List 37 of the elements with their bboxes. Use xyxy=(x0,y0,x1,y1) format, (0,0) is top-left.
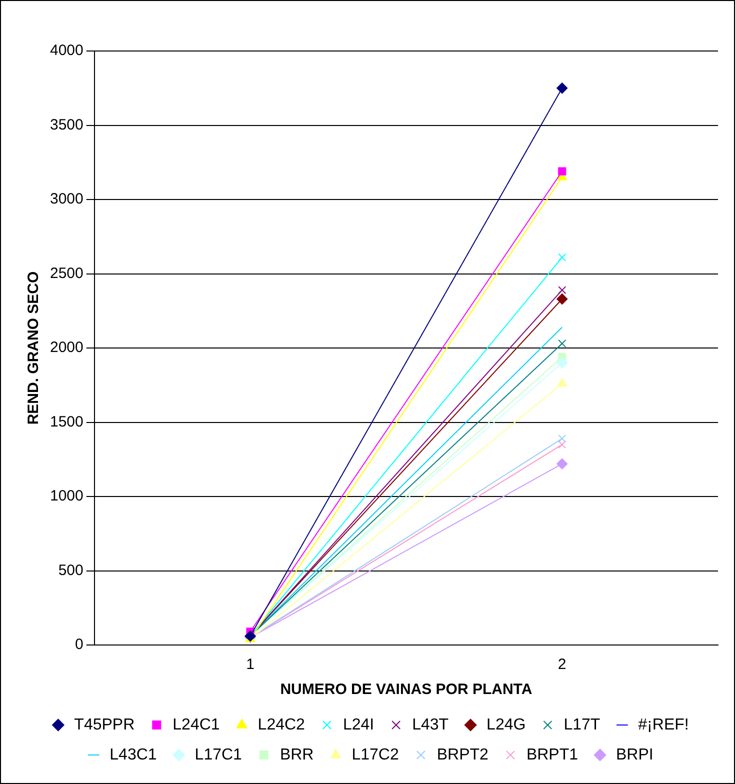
point xyxy=(556,357,568,368)
legend-label: L24C1 xyxy=(172,716,220,734)
point xyxy=(556,458,568,470)
y-tick-label: 1500 xyxy=(50,413,84,430)
legend-label: L17C2 xyxy=(352,746,399,764)
legend-label: BRR xyxy=(280,746,314,764)
y-axis-title: REND. GRANO SECO xyxy=(25,271,42,425)
legend-label: BRPI xyxy=(616,746,654,764)
point xyxy=(558,253,566,262)
legend-label: L43T xyxy=(412,716,449,734)
legend-label: L17C1 xyxy=(194,746,242,764)
legend-label: BRPT2 xyxy=(436,746,489,764)
x-tick-label: 2 xyxy=(558,656,566,674)
y-tick-label: 3500 xyxy=(50,116,84,134)
y-tick-label: 1000 xyxy=(50,488,84,505)
legend-label: L43C1 xyxy=(110,746,157,764)
y-tick-label: 500 xyxy=(58,562,84,579)
legend-label: L24G xyxy=(486,716,526,734)
x-tick-label: 1 xyxy=(246,656,254,674)
legend-label: L24C2 xyxy=(258,716,306,734)
y-tick-label: 0 xyxy=(75,636,84,654)
y-tick-label: 2500 xyxy=(50,264,84,282)
point xyxy=(558,434,566,443)
point xyxy=(556,82,568,94)
legend-label: L24I xyxy=(342,716,374,734)
legend-label: L17T xyxy=(564,716,600,734)
point xyxy=(558,286,566,294)
x-axis-title: NUMERO DE VAINAS POR PLANTA xyxy=(280,681,532,698)
y-tick-label: 2000 xyxy=(50,339,84,356)
y-tick-label: 3000 xyxy=(50,190,84,208)
legend-label: #¡REF! xyxy=(638,716,689,734)
y-tick-label: 4000 xyxy=(50,42,84,60)
point xyxy=(556,293,568,304)
point xyxy=(558,440,566,449)
legend-label: T45PPR xyxy=(74,716,135,734)
point xyxy=(558,340,566,348)
legend-label: BRPT1 xyxy=(526,746,578,764)
